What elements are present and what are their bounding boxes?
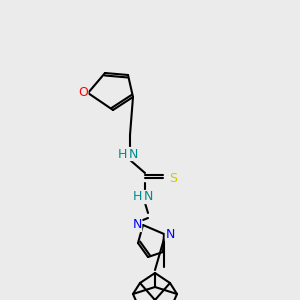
Text: N: N <box>128 148 138 160</box>
Text: O: O <box>78 86 88 100</box>
Text: H: H <box>132 190 142 203</box>
Text: N: N <box>132 218 142 232</box>
Text: N: N <box>165 227 175 241</box>
Text: H: H <box>117 148 127 160</box>
Text: S: S <box>169 172 177 184</box>
Text: N: N <box>143 190 153 203</box>
